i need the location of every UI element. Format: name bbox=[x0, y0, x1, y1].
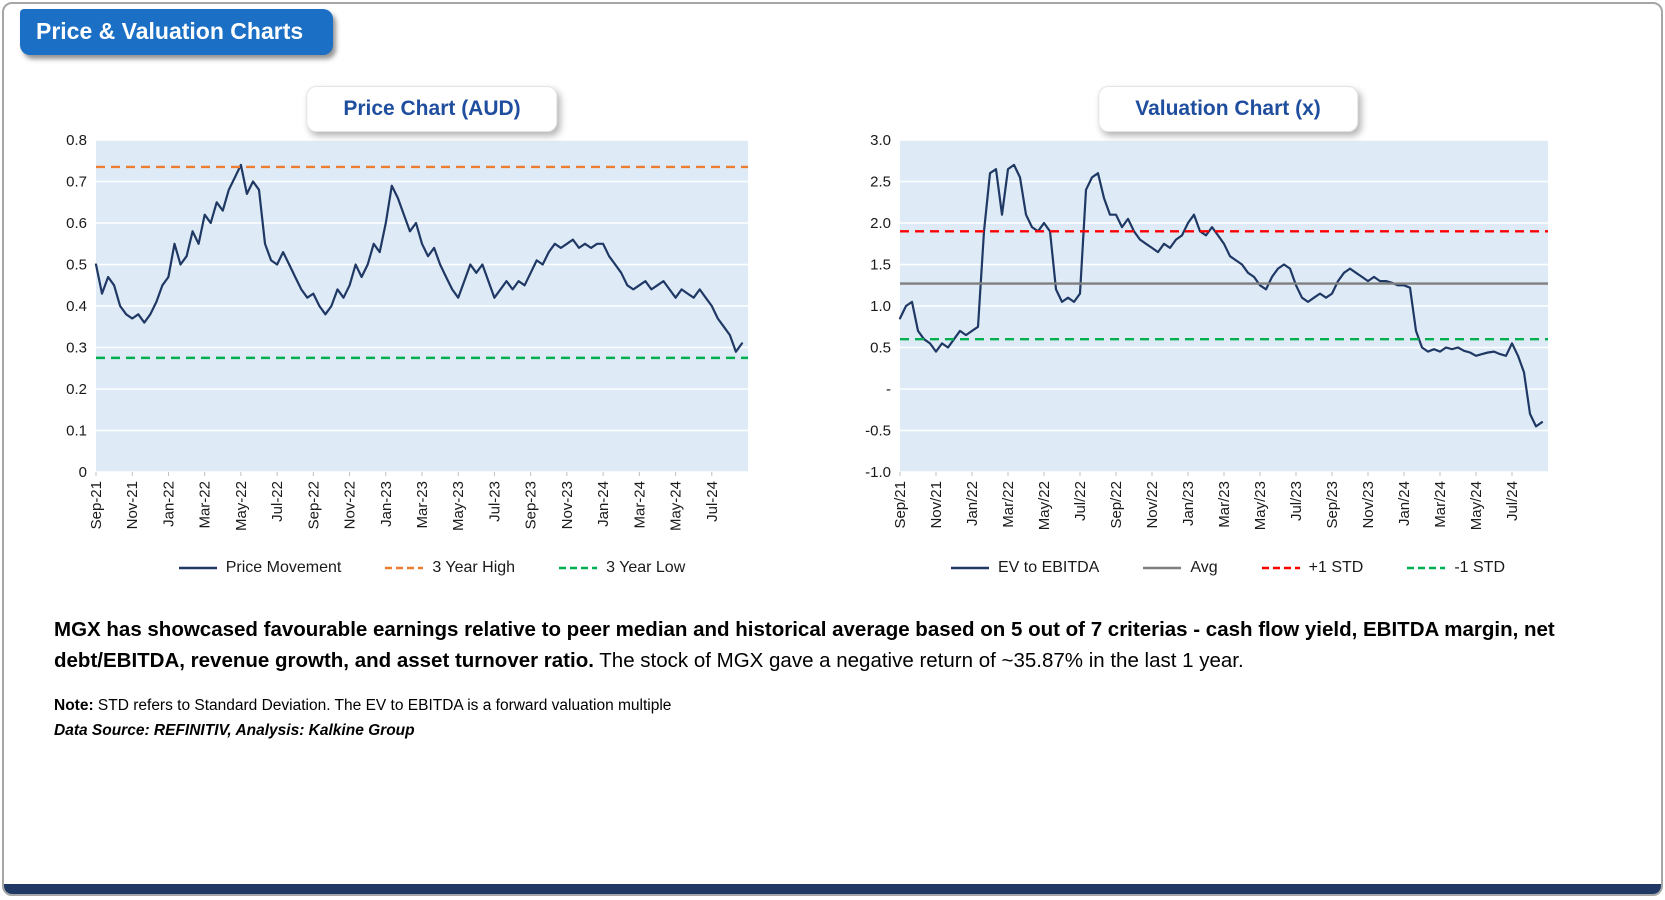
svg-text:Mar-23: Mar-23 bbox=[414, 481, 431, 529]
data-source-line: Data Source: REFINITIV, Analysis: Kalkin… bbox=[54, 721, 415, 739]
legend-label: Price Movement bbox=[225, 559, 342, 576]
svg-text:May-22: May-22 bbox=[233, 481, 250, 531]
price-chart-legend: Price Movement 3 Year High 3 Year Low bbox=[48, 559, 816, 577]
commentary-regular-text: The stock of MGX gave a negative return … bbox=[599, 648, 1244, 672]
svg-text:0: 0 bbox=[79, 464, 87, 481]
svg-text:0.2: 0.2 bbox=[66, 381, 87, 398]
svg-text:Nov-21: Nov-21 bbox=[124, 481, 141, 529]
svg-text:Jul-23: Jul-23 bbox=[486, 481, 503, 522]
svg-text:0.3: 0.3 bbox=[66, 340, 87, 357]
legend-line-sample-icon bbox=[1261, 566, 1300, 570]
svg-text:Nov-22: Nov-22 bbox=[342, 481, 359, 529]
legend-label: +1 STD bbox=[1308, 559, 1364, 576]
svg-text:Nov-23: Nov-23 bbox=[559, 481, 576, 529]
price-chart-block: Price Chart (AUD) 0 0.1 0.2 0.3 0.4 0.5 0.6 0.7… bbox=[48, 86, 816, 577]
svg-text:-1.0: -1.0 bbox=[865, 464, 891, 481]
legend-item: -1 STD bbox=[1407, 559, 1505, 577]
svg-text:Sep/21: Sep/21 bbox=[892, 481, 909, 529]
legend-item: +1 STD bbox=[1261, 559, 1364, 577]
header-badge: Price & Valuation Charts bbox=[20, 9, 334, 55]
svg-text:May/24: May/24 bbox=[1468, 481, 1485, 530]
valuation-chart-legend: EV to EBITDA Avg +1 STD -1 STD bbox=[844, 559, 1612, 577]
svg-text:0.4: 0.4 bbox=[66, 298, 87, 315]
legend-line-sample-icon bbox=[385, 566, 424, 570]
svg-text:1.5: 1.5 bbox=[870, 257, 891, 274]
svg-text:Mar-24: Mar-24 bbox=[631, 481, 648, 529]
svg-text:-0.5: -0.5 bbox=[865, 423, 891, 440]
svg-text:0.7: 0.7 bbox=[66, 174, 87, 191]
valuation-chart-block: Valuation Chart (x) -1.0 -0.5-0.5 1.0 1.5 2.… bbox=[844, 86, 1612, 577]
svg-text:Sep/23: Sep/23 bbox=[1324, 481, 1341, 529]
svg-text:Mar-22: Mar-22 bbox=[197, 481, 214, 529]
svg-text:Sep/22: Sep/22 bbox=[1108, 481, 1125, 529]
svg-text:Jan-24: Jan-24 bbox=[595, 481, 612, 527]
svg-text:1.0: 1.0 bbox=[870, 298, 891, 315]
svg-text:Mar/24: Mar/24 bbox=[1432, 481, 1449, 528]
legend-line-sample-icon bbox=[950, 566, 989, 570]
svg-text:3.0: 3.0 bbox=[870, 132, 891, 149]
valuation-chart-title: Valuation Chart (x) bbox=[1098, 86, 1358, 132]
legend-item: EV to EBITDA bbox=[950, 559, 1100, 577]
svg-text:Jan/24: Jan/24 bbox=[1396, 481, 1413, 526]
svg-text:Sep-21: Sep-21 bbox=[88, 481, 105, 529]
legend-line-sample-icon bbox=[178, 566, 217, 570]
price-chart-title: Price Chart (AUD) bbox=[306, 86, 558, 132]
svg-text:0.5: 0.5 bbox=[870, 340, 891, 357]
svg-text:0.6: 0.6 bbox=[66, 215, 87, 232]
svg-text:2.5: 2.5 bbox=[870, 174, 891, 191]
bottom-accent-bar bbox=[4, 884, 1661, 894]
svg-text:May/22: May/22 bbox=[1036, 481, 1053, 530]
svg-text:May-24: May-24 bbox=[668, 481, 685, 531]
svg-text:Jul/23: Jul/23 bbox=[1288, 481, 1305, 521]
svg-text:-: - bbox=[886, 381, 891, 398]
svg-text:Nov/21: Nov/21 bbox=[928, 481, 945, 529]
legend-item: Price Movement bbox=[178, 559, 342, 577]
note-line: Note: STD refers to Standard Deviation. … bbox=[4, 697, 1661, 715]
svg-text:0.5: 0.5 bbox=[66, 257, 87, 274]
svg-text:May-23: May-23 bbox=[450, 481, 467, 531]
note-text: STD refers to Standard Deviation. The EV… bbox=[97, 696, 672, 714]
svg-text:Jul/24: Jul/24 bbox=[1504, 481, 1521, 521]
svg-text:Jan/22: Jan/22 bbox=[964, 481, 981, 526]
svg-text:Jan-22: Jan-22 bbox=[160, 481, 177, 527]
price-chart-canvas: 0 0.1 0.2 0.3 0.4 0.5 0.6 0.7 0.8 Sep-21 Nov-21 Jan… bbox=[66, 132, 748, 531]
svg-text:Jul-22: Jul-22 bbox=[269, 481, 286, 522]
svg-text:2.0: 2.0 bbox=[870, 215, 891, 232]
legend-item: Avg bbox=[1143, 559, 1218, 577]
svg-text:Jan/23: Jan/23 bbox=[1180, 481, 1197, 526]
commentary-bold-text: MGX has showcased favourable earnings re… bbox=[54, 618, 1555, 672]
svg-text:Mar/22: Mar/22 bbox=[1000, 481, 1017, 528]
legend-label: 3 Year Low bbox=[606, 559, 686, 576]
legend-label: 3 Year High bbox=[432, 559, 516, 576]
legend-label: Avg bbox=[1190, 559, 1218, 576]
note-label: Note: bbox=[54, 696, 94, 714]
legend-line-sample-icon bbox=[559, 566, 598, 570]
svg-text:Nov/23: Nov/23 bbox=[1360, 481, 1377, 529]
svg-text:0.8: 0.8 bbox=[66, 132, 87, 149]
legend-line-sample-icon bbox=[1143, 566, 1182, 570]
legend-item: 3 Year Low bbox=[559, 559, 685, 577]
svg-text:Jul/22: Jul/22 bbox=[1072, 481, 1089, 521]
svg-text:Jan-23: Jan-23 bbox=[378, 481, 395, 527]
svg-text:0.1: 0.1 bbox=[66, 423, 87, 440]
svg-text:Jul-24: Jul-24 bbox=[704, 481, 721, 522]
svg-text:Sep-23: Sep-23 bbox=[523, 481, 540, 529]
svg-text:May/23: May/23 bbox=[1252, 481, 1269, 530]
legend-line-sample-icon bbox=[1407, 566, 1446, 570]
svg-text:Nov/22: Nov/22 bbox=[1144, 481, 1161, 529]
commentary-paragraph: MGX has showcased favourable earnings re… bbox=[4, 615, 1661, 677]
svg-text:Mar/23: Mar/23 bbox=[1216, 481, 1233, 528]
svg-text:Sep-22: Sep-22 bbox=[305, 481, 322, 529]
legend-label: -1 STD bbox=[1454, 559, 1505, 576]
charts-row: Price Chart (AUD) 0 0.1 0.2 0.3 0.4 0.5 0.6 0.7… bbox=[4, 4, 1661, 577]
legend-item: 3 Year High bbox=[385, 559, 515, 577]
legend-label: EV to EBITDA bbox=[997, 559, 1100, 576]
